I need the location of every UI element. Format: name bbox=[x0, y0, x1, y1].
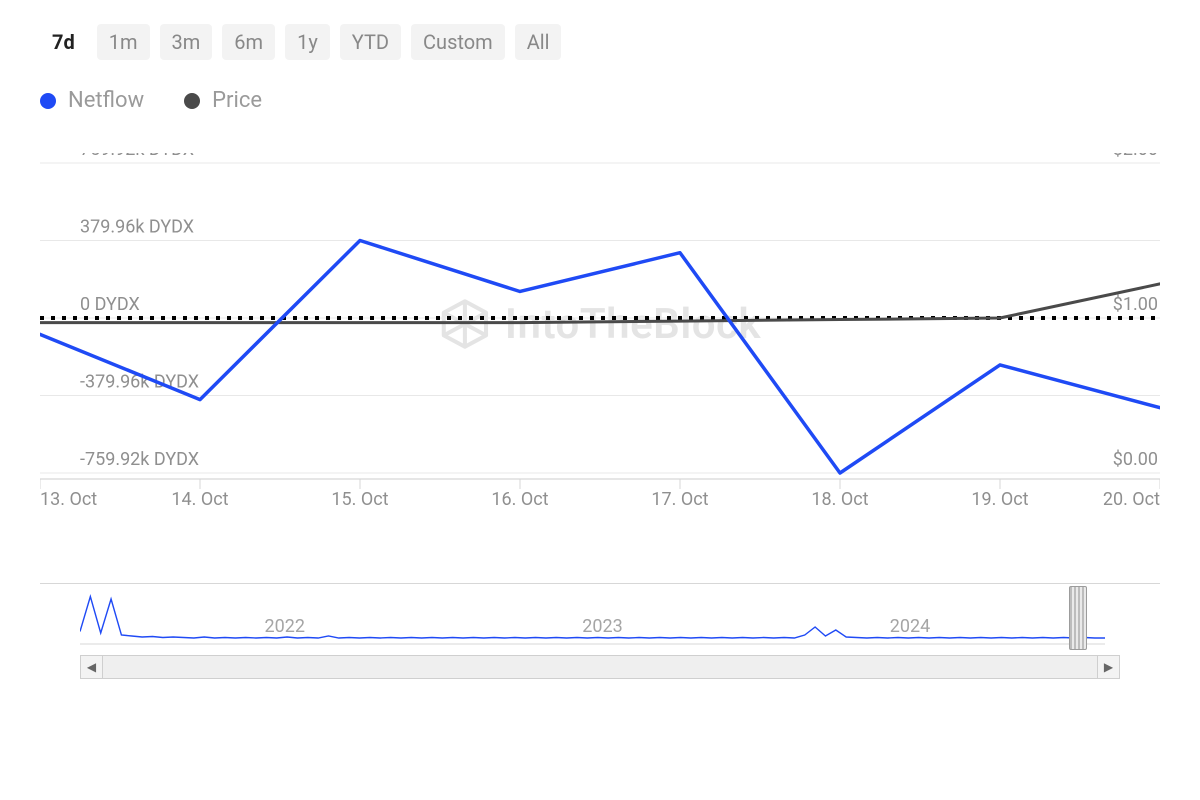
navigator-year-label: 2024 bbox=[890, 616, 930, 637]
navigator-scroll-right-button[interactable]: ▶ bbox=[1097, 656, 1119, 678]
navigator-handle[interactable] bbox=[1069, 586, 1087, 650]
y-right-tick-label: $0.00 bbox=[1113, 449, 1158, 470]
navigator-year-label: 2022 bbox=[265, 616, 305, 637]
navigator[interactable]: 2022 2023 2024 ◀ ▶ bbox=[40, 583, 1160, 679]
y-left-tick-label: -759.92k DYDX bbox=[80, 449, 199, 470]
main-chart: IntoTheBlock 759.92k DYDX379.96k DYDX0 D… bbox=[40, 153, 1160, 533]
range-tab-all[interactable]: All bbox=[515, 24, 562, 60]
legend-label-netflow: Netflow bbox=[68, 88, 144, 113]
range-tab-1y[interactable]: 1y bbox=[285, 24, 330, 60]
navigator-sparkline: 2022 2023 2024 bbox=[80, 590, 1105, 650]
x-tick-label: 17. Oct bbox=[651, 489, 708, 510]
price-legend-dot-icon bbox=[184, 93, 200, 109]
range-tab-3m[interactable]: 3m bbox=[160, 24, 213, 60]
range-tab-1m[interactable]: 1m bbox=[97, 24, 150, 60]
range-tab-6m[interactable]: 6m bbox=[222, 24, 275, 60]
x-tick-label: 18. Oct bbox=[811, 489, 868, 510]
y-right-tick-label: $2.00 bbox=[1113, 153, 1158, 160]
y-left-tick-label: 0 DYDX bbox=[80, 294, 140, 315]
range-tab-7d[interactable]: 7d bbox=[40, 24, 87, 60]
x-tick-label: 15. Oct bbox=[331, 489, 388, 510]
legend-item-price[interactable]: Price bbox=[184, 88, 262, 113]
legend-item-netflow[interactable]: Netflow bbox=[40, 88, 144, 113]
navigator-scrollbar[interactable]: ◀ ▶ bbox=[80, 655, 1120, 679]
y-left-tick-label: 759.92k DYDX bbox=[80, 153, 194, 160]
range-tabs: 7d 1m 3m6m 1y YTD Custom All bbox=[40, 24, 1160, 60]
netflow-series-line bbox=[40, 240, 1160, 473]
range-tab-ytd[interactable]: YTD bbox=[340, 24, 401, 60]
x-tick-label: 19. Oct bbox=[971, 489, 1028, 510]
chart-legend: Netflow Price bbox=[40, 88, 1160, 113]
navigator-scroll-left-button[interactable]: ◀ bbox=[81, 656, 103, 678]
range-tab-custom[interactable]: Custom bbox=[411, 24, 505, 60]
x-tick-label: 14. Oct bbox=[171, 489, 228, 510]
navigator-year-label: 2023 bbox=[582, 616, 622, 637]
x-tick-label: 16. Oct bbox=[491, 489, 548, 510]
x-tick-label: 20. Oct bbox=[1103, 489, 1160, 510]
netflow-legend-dot-icon bbox=[40, 93, 56, 109]
y-left-tick-label: 379.96k DYDX bbox=[80, 217, 194, 238]
legend-label-price: Price bbox=[212, 88, 262, 113]
y-right-tick-label: $1.00 bbox=[1113, 294, 1158, 315]
x-tick-label: 13. Oct bbox=[40, 489, 97, 510]
